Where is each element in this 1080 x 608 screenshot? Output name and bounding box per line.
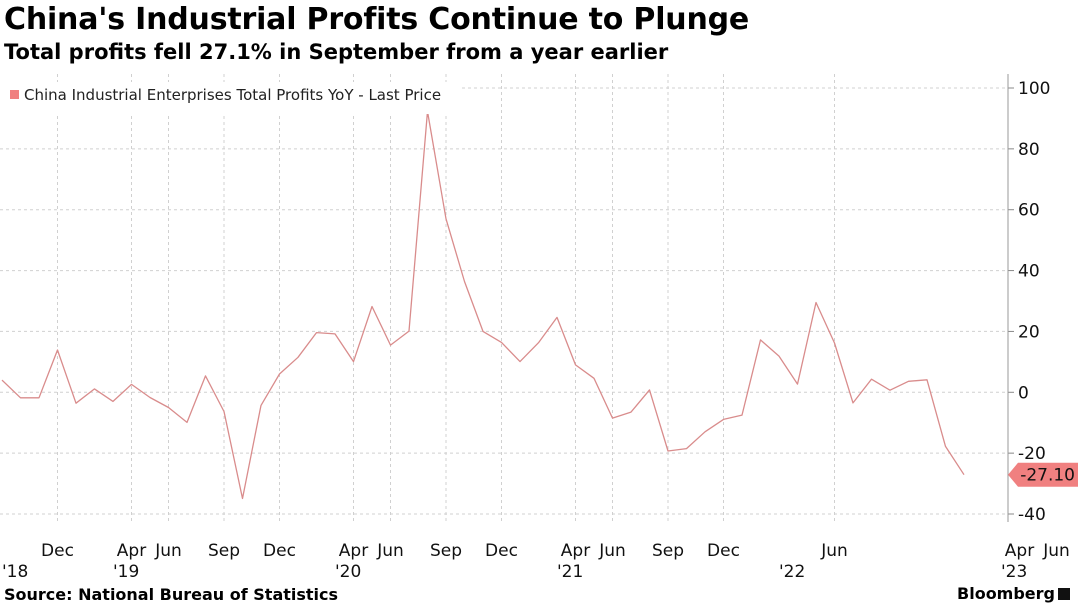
y-tick-label: 0 [1018,383,1029,403]
x-tick-label: Dec [263,541,296,561]
y-tick-label: 80 [1018,140,1040,160]
source-note: Source: National Bureau of Statistics [4,585,339,604]
x-tick-label: Jun [820,541,848,561]
brand-name: Bloomberg [957,584,1055,603]
x-tick-label: Dec [41,541,74,561]
x-year-label: '18 [2,562,28,582]
chart-subtitle: Total profits fell 27.1% in September fr… [4,40,669,64]
legend: China Industrial Enterprises Total Profi… [0,82,462,114]
chart-title: China's Industrial Profits Continue to P… [4,2,750,37]
x-tick-label: Dec [485,541,518,561]
bloomberg-bars-icon [1058,588,1070,600]
x-tick-label: Jun [1042,541,1070,561]
x-year-label: '19 [113,562,139,582]
x-year-label: '21 [557,562,583,582]
x-tick-label: Sep [208,541,240,561]
x-tick-label: Apr [339,541,368,561]
x-tick-label: Sep [652,541,684,561]
x-year-label: '22 [779,562,805,582]
y-axis: 100 80 60 40 20 0 -20 -40 [1007,74,1050,525]
x-tick-label: Jun [376,541,404,561]
series-layer [1,110,965,500]
x-tick-label: Sep [430,541,462,561]
legend-background [0,82,462,114]
x-year-label: '20 [335,562,361,582]
x-tick-label: Jun [598,541,626,561]
y-tick-label: 60 [1018,201,1040,221]
line-chart: 100 80 60 40 20 0 -20 -40 Dec Apr Jun Sep Dec Apr Jun… [0,74,1080,584]
x-axis-labels: Dec Apr Jun Sep Dec Apr Jun Sep Dec Apr Jun Sep Dec J… [2,541,1070,582]
x-tick-label: Jun [154,541,182,561]
last-price-badge: -27.10 [1008,462,1078,487]
legend-label: China Industrial Enterprises Total Profi… [24,86,441,104]
last-price-value: -27.10 [1020,466,1075,486]
x-tick-label: Apr [117,541,146,561]
chart-svg: 100 80 60 40 20 0 -20 -40 Dec Apr Jun Sep Dec Apr Jun… [0,74,1078,582]
y-tick-label: -40 [1018,505,1046,525]
x-tick-label: Dec [707,541,740,561]
brand-logo: Bloomberg [957,584,1070,603]
x-tick-label: Apr [561,541,590,561]
series-line [1,110,965,500]
gridlines [0,74,1008,522]
y-tick-label: 100 [1018,79,1050,99]
legend-swatch [10,90,19,99]
x-year-label: '23 [1001,562,1027,582]
y-tick-label: 40 [1018,262,1040,282]
y-tick-label: 20 [1018,322,1040,342]
last-price-badge-shape [1008,462,1078,487]
x-tick-label: Apr [1005,541,1034,561]
y-tick-label: -20 [1018,444,1046,464]
